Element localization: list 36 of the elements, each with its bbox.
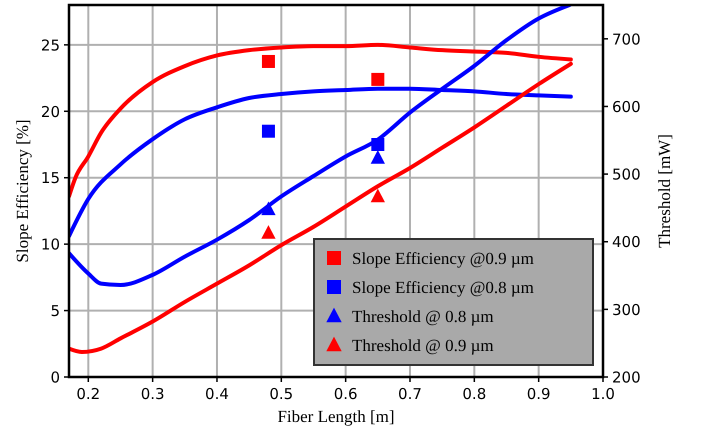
x-tick-label: 0.5 <box>269 385 294 403</box>
point <box>371 138 384 151</box>
y-axis-title: Slope Efficiency [%] <box>13 119 32 263</box>
x-tick-label: 0.7 <box>398 385 422 403</box>
point <box>261 201 276 216</box>
y-tick-label: 15 <box>40 169 60 188</box>
x-tick-label: 0.2 <box>76 385 100 403</box>
point <box>261 225 276 239</box>
y2-tick-label: 500 <box>612 166 641 184</box>
x-axis-title: Fiber Length [m] <box>277 407 395 426</box>
y-tick-label: 5 <box>50 302 60 320</box>
legend-label: Slope Efficiency @0.9 µm <box>352 249 534 268</box>
y-tick-label: 0 <box>50 368 60 386</box>
y2-tick-label: 700 <box>612 30 641 48</box>
point <box>262 54 275 68</box>
x-tick-label: 0.3 <box>140 385 165 403</box>
x-tick-label: 1.0 <box>591 385 615 403</box>
y2-tick-label: 600 <box>612 98 641 116</box>
legend-label: Slope Efficiency @0.8 µm <box>352 278 534 297</box>
legend-label: Threshold @ 0.9 µm <box>352 336 494 355</box>
y-tick-label: 10 <box>40 236 60 254</box>
x-tick-label: 0.6 <box>334 385 358 403</box>
y2-tick-label: 400 <box>612 233 641 252</box>
point <box>371 72 384 86</box>
x-tick-label: 0.4 <box>205 385 229 403</box>
legend-label: Threshold @ 0.8 µm <box>352 307 494 326</box>
y-tick-label: 20 <box>40 102 60 121</box>
y-tick-label: 25 <box>40 36 60 54</box>
y2-tick-label: 200 <box>612 368 641 386</box>
y2-tick-label: 300 <box>612 300 641 319</box>
point <box>370 188 385 202</box>
x-tick-label: 0.9 <box>526 385 551 403</box>
x-tick-label: 0.8 <box>462 385 486 403</box>
y2-axis-title: Threshold [mW] <box>655 134 674 248</box>
point <box>370 150 385 164</box>
point <box>262 124 275 138</box>
